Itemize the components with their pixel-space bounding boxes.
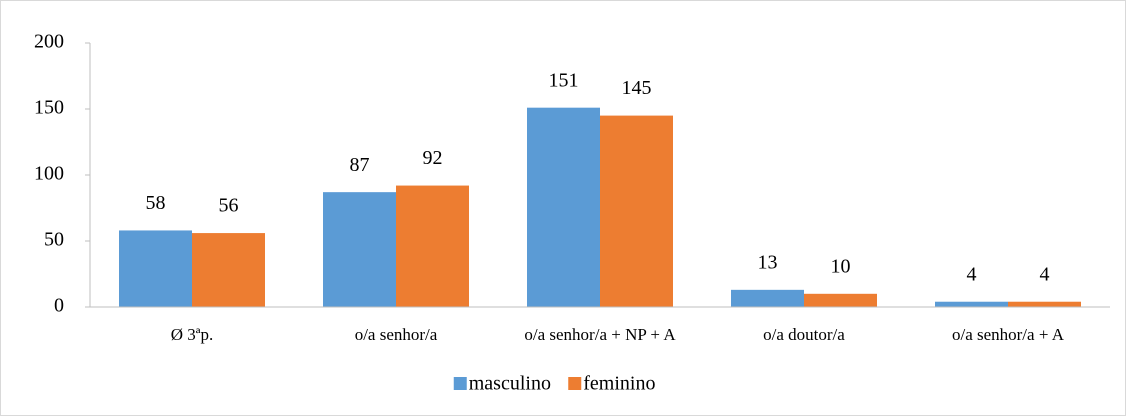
bar	[804, 293, 877, 307]
legend-label: masculino	[469, 373, 551, 395]
data-label: 10	[831, 255, 851, 277]
data-label: 13	[758, 251, 778, 273]
bar	[527, 107, 600, 308]
data-label: 92	[423, 147, 443, 169]
y-tick-label: 0	[54, 295, 64, 317]
legend-swatch	[568, 377, 582, 390]
bar	[192, 233, 265, 307]
x-tick-label: o/a senhor/a + NP + A	[524, 325, 676, 344]
bar	[119, 230, 192, 307]
legend-label: feminino	[583, 373, 655, 395]
bar	[731, 289, 804, 307]
y-tick-label: 150	[34, 97, 64, 119]
data-label: 145	[622, 77, 652, 99]
bar	[600, 115, 673, 307]
data-label: 151	[549, 69, 579, 91]
bar	[396, 185, 469, 307]
y-tick-label: 200	[34, 31, 64, 53]
legend-swatch	[453, 377, 467, 390]
bar	[935, 301, 1008, 307]
data-label: 4	[967, 263, 977, 285]
data-label: 58	[146, 192, 166, 214]
data-label: 56	[219, 195, 239, 217]
y-tick-label: 50	[44, 229, 64, 251]
data-label: 87	[350, 154, 370, 176]
y-tick-label: 100	[34, 163, 64, 185]
bar	[323, 192, 396, 307]
x-tick-label: Ø 3ªp.	[171, 325, 213, 344]
x-tick-label: o/a senhor/a	[355, 325, 438, 344]
x-tick-label: o/a doutor/a	[763, 325, 845, 344]
x-tick-label: o/a senhor/a + A	[952, 325, 1065, 344]
data-label: 4	[1040, 263, 1050, 285]
bar	[1008, 301, 1081, 307]
